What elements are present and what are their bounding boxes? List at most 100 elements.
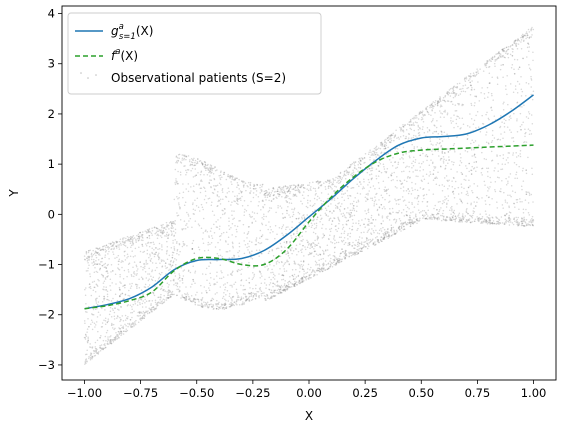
scatter-point: [383, 234, 385, 237]
scatter-point: [172, 251, 175, 254]
scatter-point: [222, 307, 224, 309]
scatter-point: [306, 206, 309, 209]
scatter-point: [322, 233, 324, 235]
scatter-point: [501, 168, 504, 170]
scatter-point: [406, 214, 408, 216]
scatter-point: [469, 81, 471, 84]
scatter-point: [366, 247, 369, 250]
scatter-point: [422, 114, 425, 117]
scatter-point: [252, 295, 255, 297]
scatter-point: [185, 286, 187, 288]
scatter-point: [312, 187, 315, 190]
scatter-point: [259, 229, 262, 232]
scatter-point: [322, 267, 324, 269]
scatter-point: [259, 289, 262, 291]
scatter-point: [313, 248, 315, 250]
scatter-point: [441, 150, 444, 153]
scatter-point: [523, 225, 526, 227]
scatter-point: [409, 121, 411, 123]
scatter-point: [333, 259, 336, 262]
scatter-point: [160, 293, 162, 296]
scatter-point: [123, 254, 126, 257]
scatter-point: [377, 239, 379, 242]
scatter-point: [528, 214, 531, 216]
scatter-point: [315, 227, 317, 229]
scatter-point: [140, 319, 142, 321]
scatter-point: [357, 200, 360, 203]
scatter-point: [522, 224, 525, 227]
scatter-point: [130, 326, 133, 328]
scatter-point: [143, 267, 146, 269]
scatter-point: [393, 219, 395, 221]
scatter-point: [508, 219, 511, 221]
scatter-point: [123, 241, 126, 243]
scatter-point: [86, 328, 89, 330]
scatter-point: [292, 275, 295, 278]
scatter-point: [378, 241, 380, 244]
scatter-point: [377, 181, 380, 184]
scatter-point: [87, 339, 89, 342]
scatter-point: [393, 230, 395, 233]
scatter-point: [112, 253, 115, 256]
scatter-point: [276, 291, 278, 294]
scatter-point: [258, 201, 260, 203]
scatter-point: [162, 229, 165, 232]
scatter-point: [364, 161, 366, 164]
scatter-point: [194, 164, 197, 166]
scatter-point: [490, 222, 493, 225]
scatter-point: [440, 157, 442, 160]
scatter-point: [169, 268, 171, 270]
scatter-point: [84, 310, 87, 313]
scatter-point: [194, 302, 196, 304]
scatter-point: [185, 169, 187, 172]
scatter-point: [503, 101, 505, 103]
scatter-point: [435, 126, 438, 129]
scatter-point: [431, 153, 434, 156]
scatter-point: [209, 262, 212, 264]
scatter-point: [395, 199, 397, 202]
scatter-point: [161, 300, 163, 302]
scatter-point: [497, 221, 500, 223]
scatter-point: [460, 219, 462, 221]
scatter-point: [286, 259, 288, 261]
scatter-point: [263, 292, 265, 294]
scatter-point: [444, 167, 447, 169]
scatter-point: [128, 236, 130, 239]
scatter-point: [479, 130, 482, 133]
scatter-point: [410, 211, 412, 214]
scatter-point: [458, 212, 461, 215]
scatter-point: [91, 356, 93, 358]
scatter-point: [380, 171, 383, 174]
scatter-point: [283, 241, 286, 244]
scatter-point: [437, 212, 439, 215]
scatter-point: [171, 222, 173, 225]
scatter-point: [446, 91, 448, 93]
scatter-point: [497, 222, 499, 224]
scatter-point: [451, 219, 453, 222]
scatter-point: [184, 299, 187, 301]
scatter-point: [357, 251, 360, 254]
scatter-point: [308, 278, 310, 280]
scatter-point: [384, 231, 386, 234]
scatter-point: [362, 158, 364, 160]
scatter-point: [206, 305, 209, 307]
scatter-point: [112, 245, 114, 247]
scatter-point: [263, 190, 266, 193]
scatter-point: [303, 217, 306, 220]
scatter-point: [462, 213, 464, 215]
scatter-point: [286, 186, 288, 188]
scatter-point: [221, 189, 223, 191]
scatter-point: [91, 346, 94, 348]
scatter-point: [391, 134, 394, 137]
scatter-point: [122, 333, 125, 335]
scatter-point: [414, 220, 417, 223]
scatter-point: [141, 277, 144, 280]
scatter-point: [363, 187, 365, 189]
scatter-point: [350, 174, 352, 176]
scatter-point: [264, 297, 266, 300]
scatter-point: [263, 294, 266, 297]
scatter-point: [455, 122, 458, 125]
scatter-point: [264, 298, 267, 300]
scatter-point: [184, 154, 186, 157]
scatter-point: [145, 263, 147, 265]
